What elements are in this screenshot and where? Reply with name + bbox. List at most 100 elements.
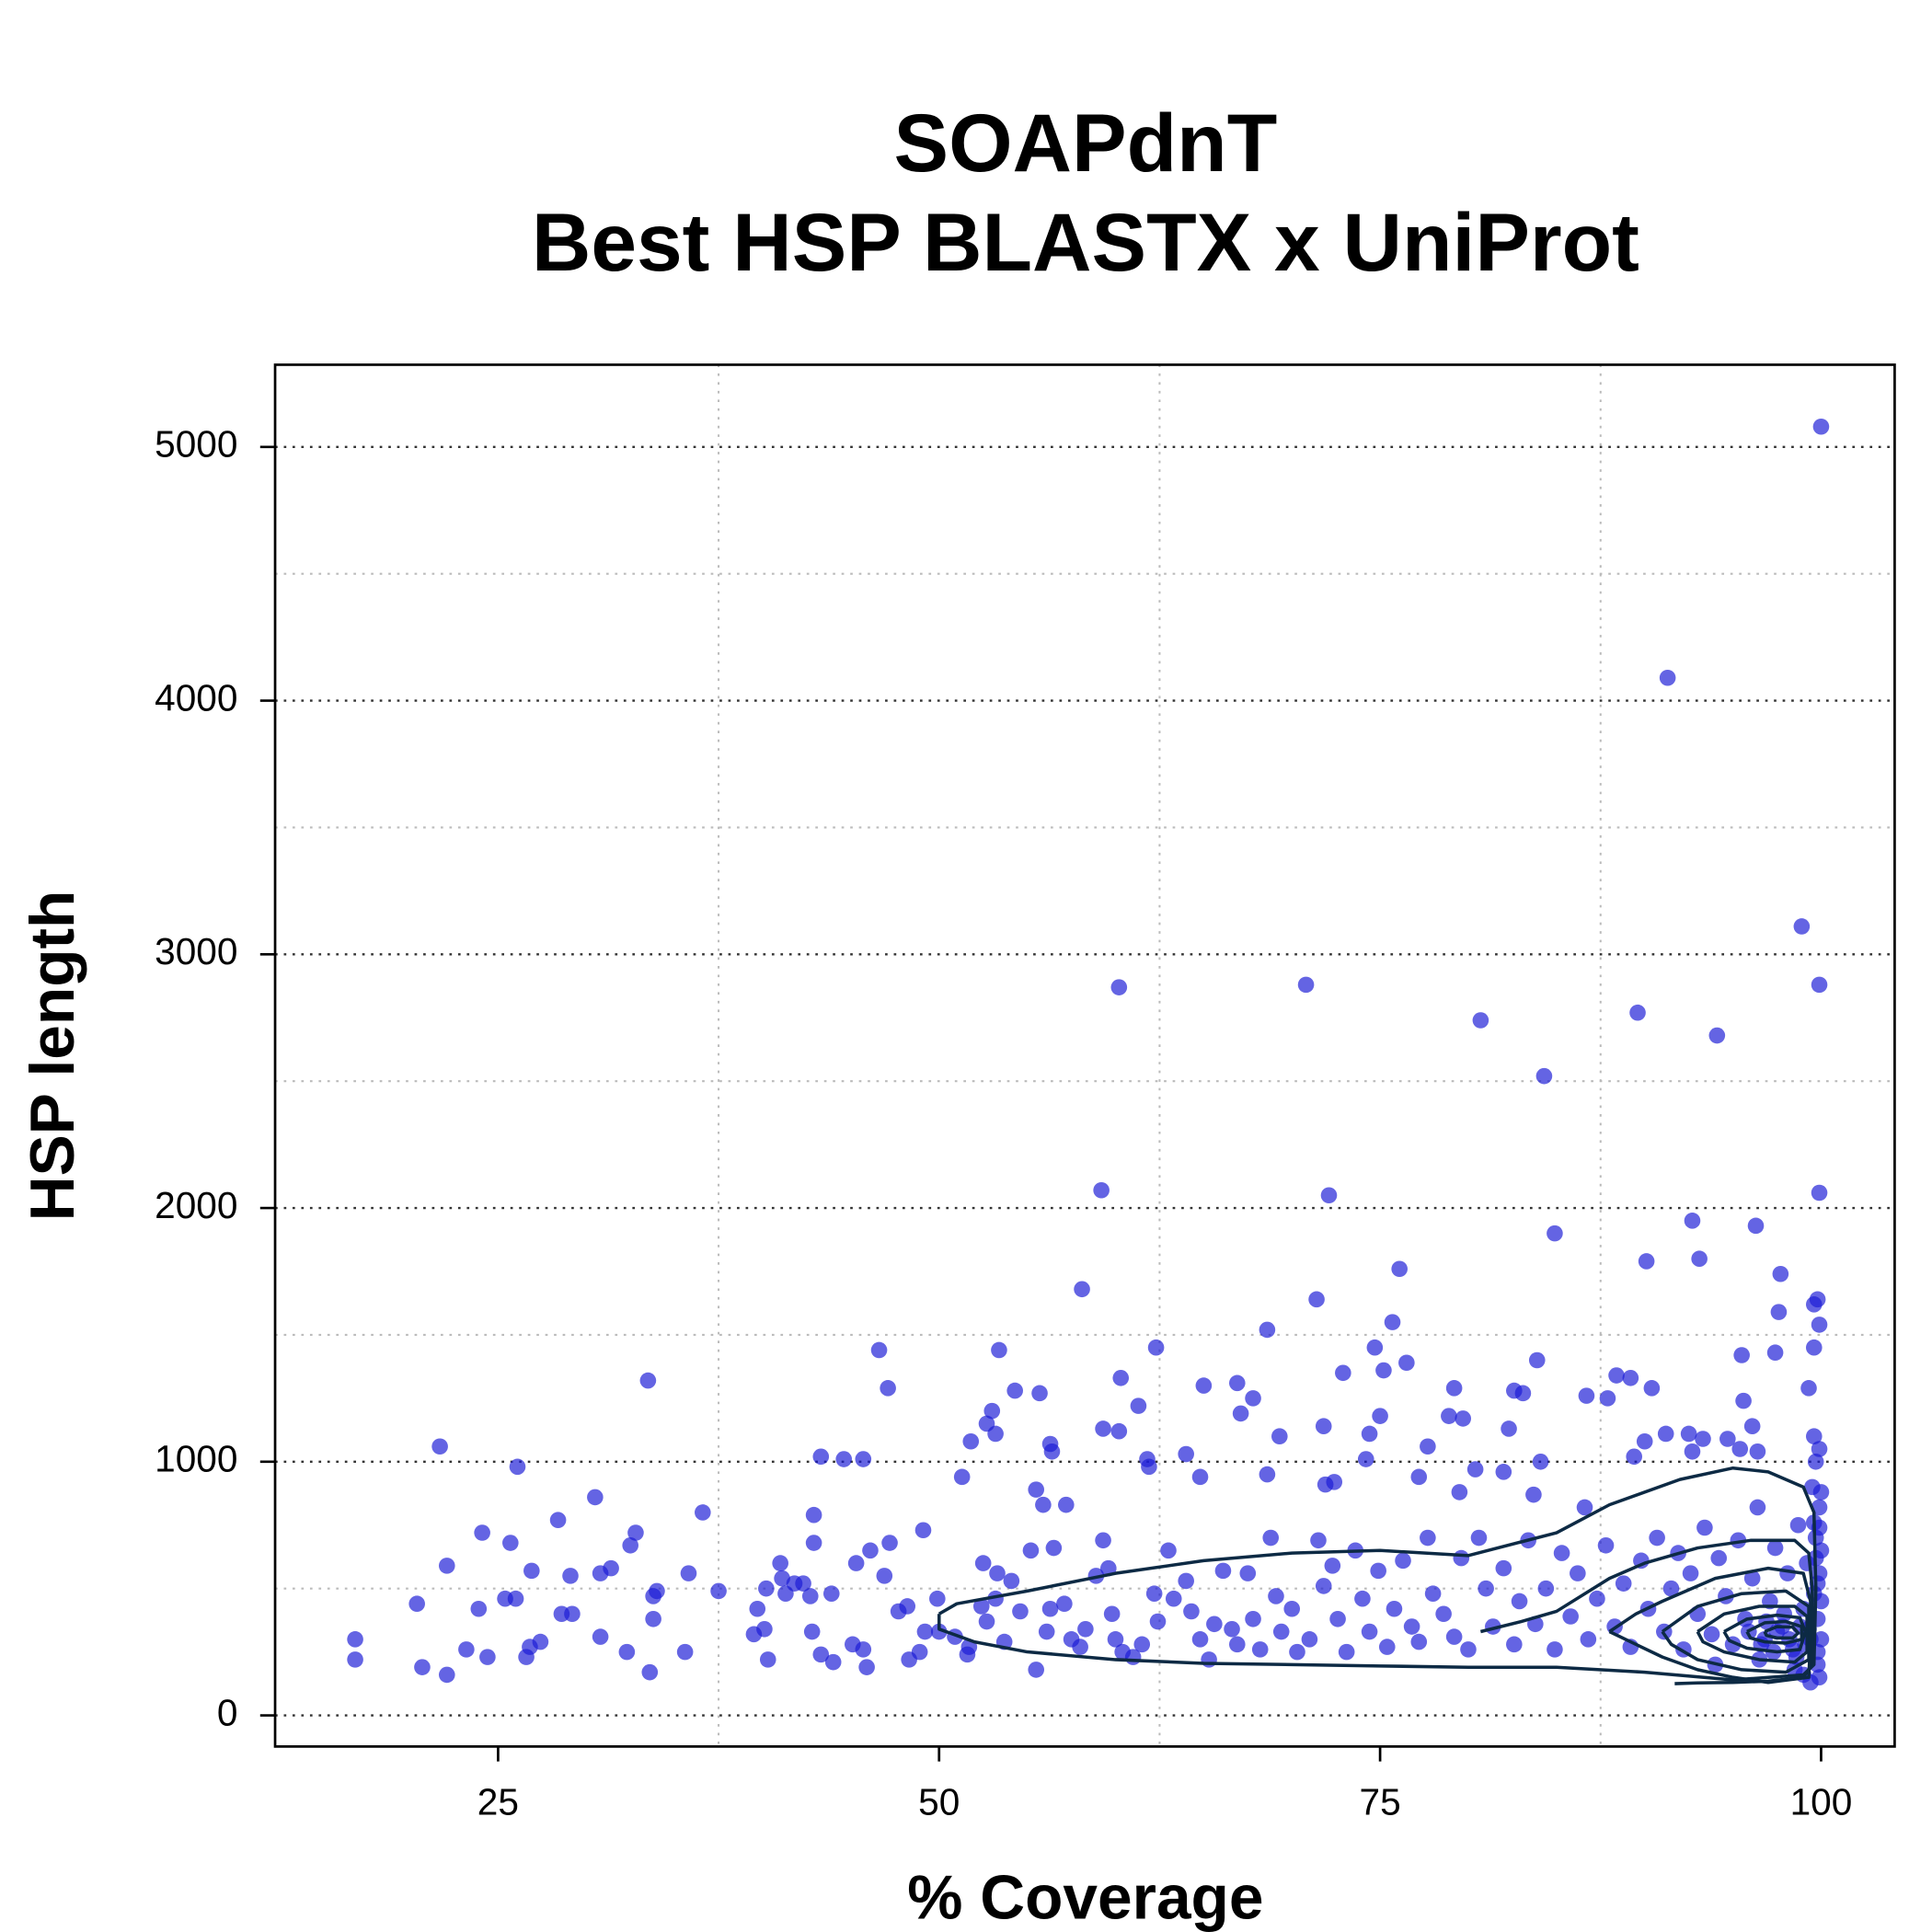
point [347, 1631, 363, 1648]
point [1310, 1532, 1327, 1549]
point [1308, 1291, 1325, 1308]
point [1003, 1572, 1020, 1590]
point [978, 1613, 995, 1630]
point [1178, 1572, 1194, 1590]
point [962, 1432, 980, 1450]
density-contour [1661, 1589, 1811, 1674]
point [1338, 1643, 1355, 1661]
point [1805, 1339, 1823, 1356]
point [1160, 1542, 1177, 1559]
point [812, 1646, 830, 1663]
chart-subtitle: Best HSP BLASTX x UniProt [532, 196, 1639, 288]
point [1022, 1542, 1040, 1559]
point [680, 1565, 697, 1581]
point [1626, 1448, 1643, 1466]
point [930, 1623, 948, 1640]
point [1470, 1529, 1488, 1547]
point [953, 1468, 971, 1486]
point [1245, 1390, 1261, 1407]
point [1703, 1626, 1720, 1643]
point [1378, 1639, 1396, 1655]
point [881, 1535, 898, 1551]
point [1662, 1580, 1680, 1597]
point [1811, 1669, 1828, 1685]
point [1251, 1641, 1269, 1658]
point [989, 1565, 1006, 1581]
point [1245, 1610, 1261, 1627]
point [603, 1559, 619, 1577]
point [564, 1605, 581, 1623]
point [1696, 1519, 1713, 1536]
point [1283, 1600, 1301, 1617]
density-contour [1479, 1538, 1814, 1685]
point [987, 1425, 1004, 1443]
point [1731, 1441, 1749, 1457]
point [1384, 1314, 1401, 1330]
point [1375, 1362, 1392, 1379]
point [1006, 1382, 1023, 1399]
point [1811, 1317, 1828, 1333]
point [1495, 1464, 1512, 1480]
point [431, 1438, 448, 1455]
point [855, 1451, 872, 1467]
point [1370, 1562, 1386, 1580]
point [1789, 1516, 1807, 1534]
x-tick-label: 75 [1360, 1781, 1401, 1823]
point [458, 1641, 475, 1658]
point [1472, 1012, 1489, 1029]
point [1580, 1631, 1597, 1648]
point [1811, 1441, 1828, 1457]
point [1495, 1559, 1512, 1577]
point [1511, 1593, 1528, 1610]
point [759, 1651, 776, 1668]
point [1107, 1631, 1124, 1648]
point [1420, 1529, 1436, 1547]
point [991, 1341, 1007, 1359]
point [1239, 1565, 1257, 1581]
x-tick-label: 25 [477, 1781, 519, 1823]
point [855, 1641, 872, 1658]
point [1733, 1347, 1750, 1363]
point [1317, 1476, 1334, 1493]
point [1141, 1458, 1157, 1476]
point [1095, 1420, 1111, 1437]
point [972, 1598, 990, 1615]
y-tick-label: 0 [217, 1691, 238, 1733]
point [756, 1621, 773, 1638]
point [1766, 1344, 1784, 1362]
point [1735, 1392, 1752, 1409]
point [507, 1590, 524, 1607]
point [1038, 1623, 1055, 1640]
point [641, 1663, 659, 1681]
point [1506, 1636, 1523, 1653]
point [1259, 1321, 1276, 1339]
point [438, 1558, 455, 1574]
point [805, 1506, 822, 1524]
point [1684, 1213, 1701, 1229]
point [974, 1555, 992, 1571]
point [592, 1628, 609, 1645]
point [1460, 1641, 1477, 1658]
point [1301, 1631, 1318, 1648]
point [1649, 1529, 1665, 1547]
point [1435, 1605, 1452, 1623]
point [1525, 1486, 1542, 1503]
point [438, 1666, 455, 1684]
point [1478, 1580, 1494, 1597]
density-contour [937, 1466, 1818, 1682]
point [1597, 1537, 1615, 1554]
point [1110, 979, 1128, 995]
point [911, 1643, 928, 1661]
point [1329, 1610, 1346, 1627]
point [1395, 1552, 1411, 1570]
point [470, 1600, 488, 1617]
density-contour [1745, 1619, 1804, 1645]
density-contour [1763, 1625, 1800, 1640]
point [562, 1568, 579, 1584]
point [801, 1588, 819, 1604]
point [1095, 1532, 1111, 1549]
point [1112, 1370, 1130, 1386]
point [1441, 1408, 1457, 1424]
y-tick-label: 3000 [155, 930, 237, 972]
